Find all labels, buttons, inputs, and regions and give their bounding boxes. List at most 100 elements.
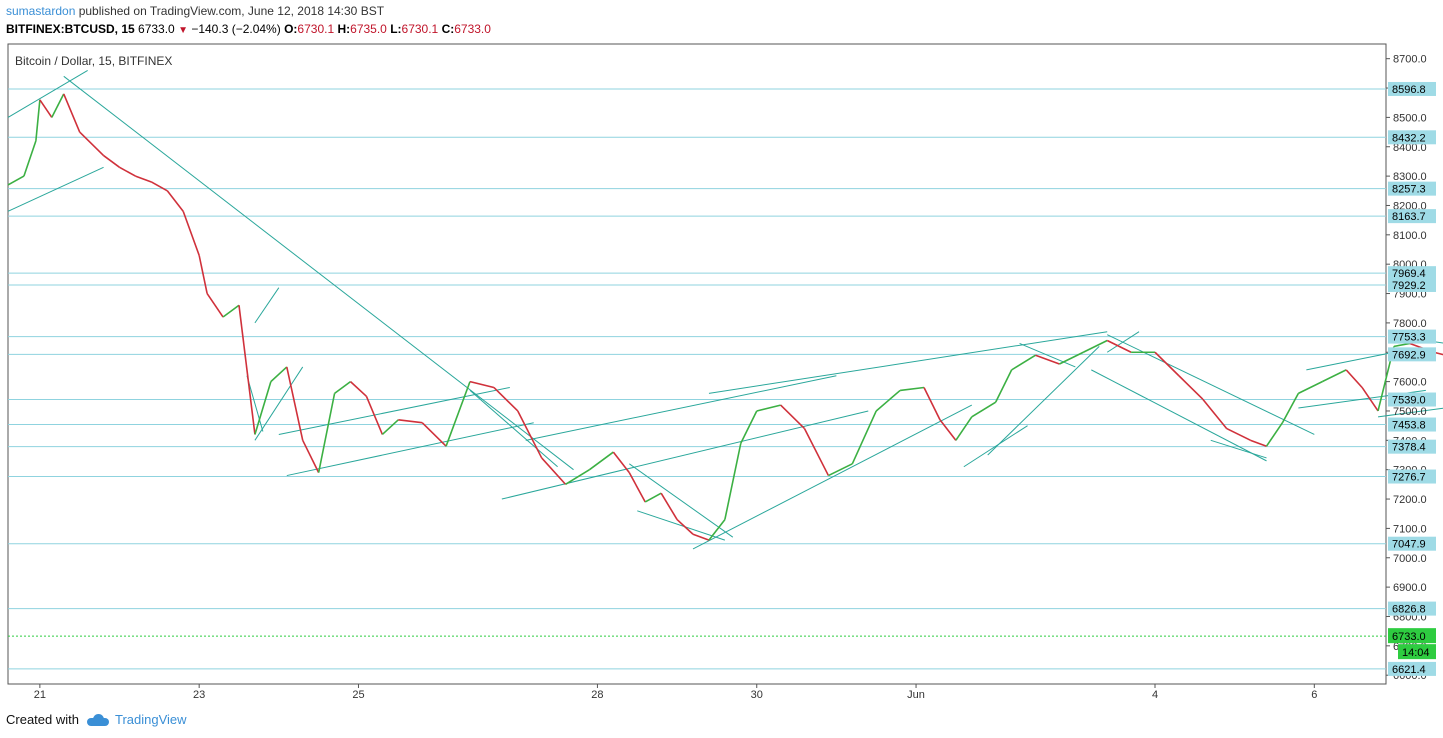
- tradingview-cloud-icon: [86, 713, 109, 726]
- last-price: 6733.0: [138, 22, 175, 36]
- price-segment: [445, 381, 471, 447]
- price-segment: [780, 404, 806, 430]
- trend-line: [501, 410, 869, 500]
- low-label: L:: [390, 22, 402, 36]
- trend-line: [1210, 439, 1267, 459]
- price-segment: [971, 401, 997, 418]
- price-segment: [317, 393, 336, 473]
- level-label: 7753.3: [1392, 332, 1426, 344]
- author-link[interactable]: sumastardon: [6, 4, 76, 18]
- low-value: 6730.1: [401, 22, 439, 36]
- published-text: published on TradingView.com, June 12, 2…: [75, 4, 385, 18]
- price-segment: [222, 304, 240, 318]
- level-label-bg: [1388, 266, 1436, 281]
- price-segment: [517, 410, 543, 459]
- footer: Created with TradingView: [6, 712, 187, 727]
- x-tick-label: 30: [751, 689, 763, 701]
- price-segment: [676, 519, 694, 535]
- price-segment: [612, 451, 630, 474]
- level-label-bg: [1388, 469, 1436, 484]
- y-tick-label: 7600.0: [1393, 377, 1427, 389]
- countdown-label: 14:04: [1402, 647, 1430, 659]
- current-price-label-bg: [1388, 628, 1436, 644]
- y-tick-label: 7000.0: [1393, 553, 1427, 565]
- trend-line: [469, 390, 558, 468]
- price-segment: [1321, 369, 1347, 383]
- price-segment: [254, 381, 272, 435]
- close-label: C:: [441, 22, 455, 36]
- x-tick-label: 6: [1311, 689, 1317, 701]
- price-segment: [708, 519, 726, 541]
- level-label-bg: [1388, 439, 1436, 454]
- x-tick-label: 4: [1152, 689, 1158, 701]
- level-label-bg: [1388, 81, 1436, 96]
- level-label: 7378.4: [1392, 442, 1426, 454]
- chart-title: Bitcoin / Dollar, 15, BITFINEX: [15, 54, 172, 68]
- symbol-label: BITFINEX:BTCUSD, 15: [6, 22, 135, 36]
- price-segment: [39, 99, 53, 118]
- price-segment: [900, 386, 925, 392]
- level-label-bg: [1388, 329, 1436, 344]
- trend-line: [525, 375, 837, 441]
- price-segment: [628, 472, 646, 503]
- y-tick-label: 6900.0: [1393, 582, 1427, 594]
- trend-line: [1091, 369, 1267, 462]
- price-segment: [1281, 392, 1300, 424]
- level-label-bg: [1388, 601, 1436, 616]
- x-tick-label: 21: [34, 689, 46, 701]
- price-segment: [63, 93, 81, 133]
- price-segment: [206, 293, 224, 318]
- countdown-label-bg: [1398, 644, 1436, 660]
- price-segment: [541, 457, 567, 485]
- price-segment: [740, 410, 758, 444]
- price-segment: [238, 305, 256, 435]
- price-segment: [135, 175, 152, 183]
- y-tick-label: 8400.0: [1393, 142, 1427, 154]
- open-label: O:: [284, 22, 298, 36]
- level-label: 6621.4: [1392, 664, 1426, 676]
- level-label-bg: [1388, 181, 1436, 196]
- price-segment: [1082, 339, 1108, 353]
- price-segment: [79, 131, 105, 157]
- price-segment: [166, 190, 184, 212]
- level-label: 7929.2: [1392, 280, 1426, 292]
- level-label-bg: [1388, 661, 1436, 676]
- price-segment: [35, 99, 41, 141]
- y-tick-label: 8500.0: [1393, 112, 1427, 124]
- price-segment: [286, 366, 304, 441]
- price-segment: [1106, 339, 1132, 353]
- price-segment: [923, 387, 941, 421]
- x-tick-label: 25: [352, 689, 364, 701]
- x-tick-label: Jun: [907, 689, 925, 701]
- level-label: 6826.8: [1392, 604, 1426, 616]
- level-label: 8432.2: [1392, 132, 1426, 144]
- y-tick-label: 8100.0: [1393, 230, 1427, 242]
- price-segment: [939, 419, 957, 441]
- price-segment: [851, 410, 877, 465]
- trend-line: [1306, 351, 1395, 371]
- level-label-bg: [1388, 277, 1436, 292]
- price-segment: [270, 366, 288, 383]
- level-label: 7539.0: [1392, 395, 1426, 407]
- level-label: 7047.9: [1392, 539, 1426, 551]
- trend-line: [254, 287, 280, 324]
- level-label-bg: [1388, 209, 1436, 224]
- level-label: 8596.8: [1392, 84, 1426, 96]
- level-label: 7453.8: [1392, 420, 1426, 432]
- trend-line: [1106, 331, 1140, 353]
- trend-line: [1019, 342, 1076, 368]
- tradingview-link[interactable]: TradingView: [114, 712, 187, 727]
- plot-border: [7, 43, 1387, 685]
- price-segment: [1361, 387, 1379, 412]
- trend-line: [7, 69, 88, 118]
- symbol-info: BITFINEX:BTCUSD, 15 6733.0 ▼ −140.3 (−2.…: [6, 22, 491, 36]
- level-label-bg: [1388, 417, 1436, 432]
- price-change: −140.3 (−2.04%): [191, 22, 281, 36]
- price-segment: [1202, 398, 1228, 430]
- high-label: H:: [337, 22, 351, 36]
- y-tick-label: 7200.0: [1393, 494, 1427, 506]
- high-value: 6735.0: [350, 22, 387, 36]
- price-segment: [1250, 439, 1267, 447]
- price-segment: [1154, 351, 1180, 377]
